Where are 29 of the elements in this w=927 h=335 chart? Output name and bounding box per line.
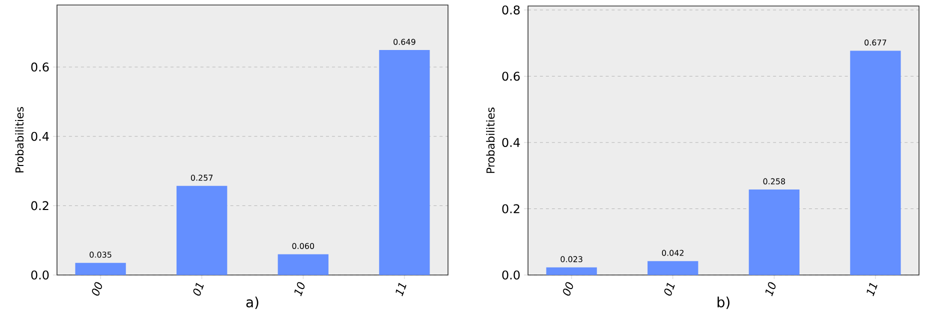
- y-tick-label: 0.2: [31, 201, 48, 210]
- x-tick-label: 01: [664, 282, 675, 296]
- x-tick-label: 11: [866, 282, 878, 296]
- y-tick-label: 0.0: [502, 270, 520, 280]
- bar: [278, 254, 328, 275]
- bar: [75, 262, 126, 275]
- x-tick-label: 00: [92, 282, 102, 296]
- x-tick-label: 10: [294, 282, 305, 296]
- x-tick-label: 10: [765, 282, 776, 296]
- y-tick-label: 0.2: [502, 204, 520, 214]
- x-axis-title: b): [718, 296, 730, 310]
- y-tick-label: 0.6: [502, 72, 520, 81]
- y-tick-label: 0.8: [502, 5, 520, 14]
- bar: [546, 267, 597, 275]
- bar: [850, 50, 901, 275]
- x-tick-label: 00: [562, 282, 573, 296]
- bar: [379, 50, 430, 275]
- x-axis-title: a): [246, 296, 258, 310]
- x-tick-label: 01: [193, 282, 204, 296]
- y-tick-label: 0.4: [31, 132, 49, 141]
- y-tick-label: 0.6: [31, 62, 49, 72]
- bar: [748, 190, 800, 275]
- y-tick-label: 0.0: [31, 270, 49, 280]
- x-tick-label: 11: [396, 282, 406, 296]
- y-tick-label: 0.4: [502, 138, 520, 148]
- y-axis-title: Probabilities: [15, 107, 24, 172]
- y-axis-title: Probabilities: [486, 108, 495, 173]
- bar: [648, 261, 698, 275]
- bar: [176, 186, 228, 275]
